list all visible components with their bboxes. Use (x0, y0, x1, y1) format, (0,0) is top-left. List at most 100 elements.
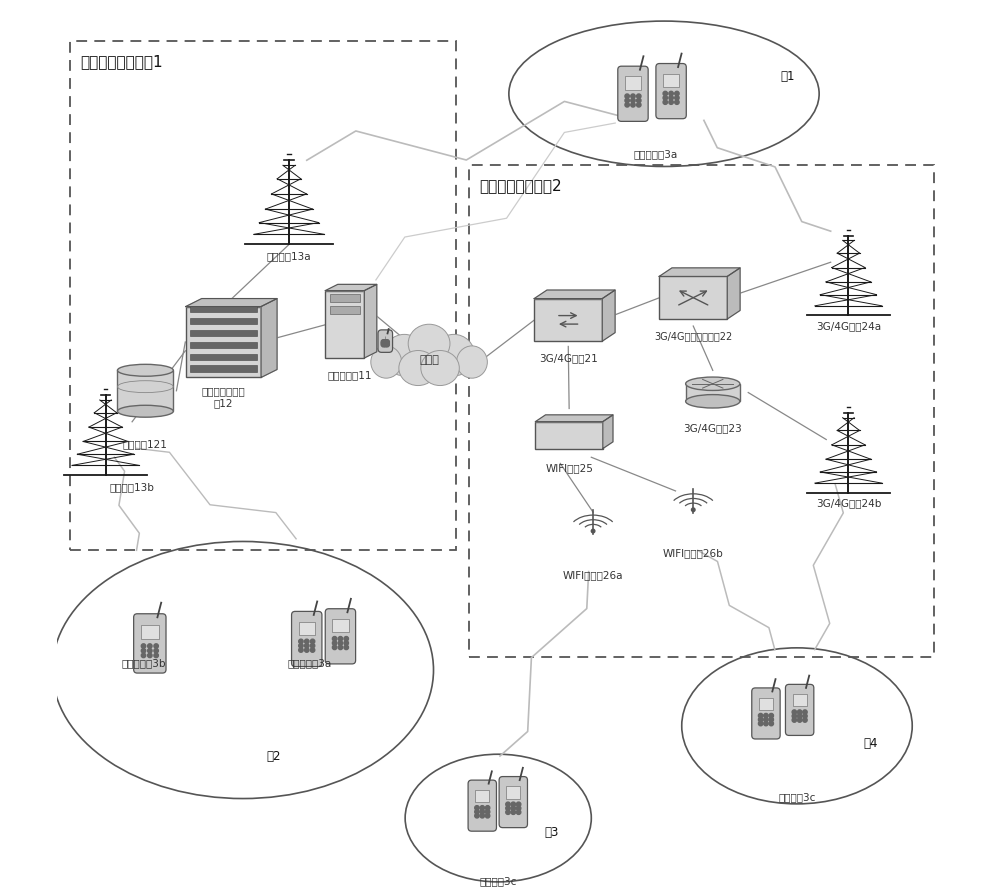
Circle shape (625, 102, 629, 107)
Circle shape (663, 100, 667, 104)
Polygon shape (325, 284, 377, 291)
Circle shape (675, 96, 679, 100)
Text: WIFI网关25: WIFI网关25 (545, 463, 593, 474)
Text: 专网基站13b: 专网基站13b (110, 482, 155, 493)
Circle shape (381, 342, 386, 347)
Ellipse shape (686, 377, 740, 390)
Text: 圈1: 圈1 (781, 69, 795, 83)
Text: 圈3: 圈3 (544, 826, 559, 838)
Circle shape (141, 644, 146, 648)
Circle shape (792, 714, 797, 718)
Text: 专网基站13a: 专网基站13a (267, 252, 311, 261)
Text: 智能终端3c: 智能终端3c (778, 792, 816, 803)
Text: 集群系统交换中
心12: 集群系统交换中 心12 (202, 387, 245, 408)
Circle shape (637, 99, 641, 103)
Text: 集群云基站11: 集群云基站11 (327, 371, 372, 380)
Circle shape (154, 648, 158, 653)
Circle shape (506, 802, 510, 806)
Circle shape (299, 639, 303, 644)
Circle shape (591, 529, 595, 533)
Text: 普通对讲机3b: 普通对讲机3b (121, 659, 166, 669)
FancyBboxPatch shape (499, 777, 527, 828)
Circle shape (148, 653, 152, 658)
Circle shape (480, 810, 484, 814)
Circle shape (663, 96, 667, 100)
Polygon shape (602, 290, 615, 341)
FancyBboxPatch shape (325, 291, 364, 358)
FancyBboxPatch shape (535, 421, 603, 449)
Polygon shape (261, 299, 277, 378)
Circle shape (338, 645, 343, 650)
Ellipse shape (117, 364, 173, 376)
FancyBboxPatch shape (330, 306, 360, 314)
Polygon shape (186, 299, 277, 307)
Circle shape (663, 92, 667, 96)
Circle shape (305, 644, 309, 648)
FancyBboxPatch shape (325, 609, 356, 664)
Circle shape (792, 717, 797, 722)
Text: 智能对讲机3a: 智能对讲机3a (287, 659, 332, 669)
Ellipse shape (457, 346, 487, 378)
FancyBboxPatch shape (299, 621, 315, 635)
FancyBboxPatch shape (468, 781, 496, 831)
Circle shape (511, 802, 516, 806)
Circle shape (485, 805, 490, 810)
Polygon shape (727, 268, 740, 319)
Circle shape (792, 710, 797, 715)
Circle shape (480, 813, 484, 818)
FancyBboxPatch shape (190, 330, 257, 336)
Circle shape (154, 653, 158, 658)
FancyBboxPatch shape (752, 688, 780, 739)
Text: 3G/4G网关21: 3G/4G网关21 (539, 354, 598, 364)
Ellipse shape (433, 334, 475, 376)
Circle shape (154, 644, 158, 648)
Circle shape (332, 645, 337, 650)
FancyBboxPatch shape (332, 619, 349, 632)
FancyBboxPatch shape (475, 789, 489, 802)
Circle shape (625, 94, 629, 99)
FancyBboxPatch shape (759, 698, 773, 710)
Circle shape (485, 813, 490, 818)
FancyBboxPatch shape (190, 342, 257, 348)
Circle shape (148, 644, 152, 648)
Circle shape (516, 806, 521, 811)
Circle shape (332, 641, 337, 645)
Circle shape (506, 810, 510, 814)
Circle shape (758, 717, 763, 722)
FancyBboxPatch shape (190, 365, 257, 372)
Circle shape (385, 340, 389, 344)
FancyBboxPatch shape (625, 76, 641, 90)
Circle shape (669, 96, 673, 100)
Text: 智能终端3c: 智能终端3c (480, 876, 517, 885)
Ellipse shape (408, 324, 450, 363)
Circle shape (516, 802, 521, 806)
Text: 圈4: 圈4 (863, 737, 878, 750)
Polygon shape (364, 284, 377, 358)
FancyBboxPatch shape (190, 307, 257, 312)
Circle shape (797, 717, 802, 722)
Text: 3G/4G基站24b: 3G/4G基站24b (816, 498, 881, 508)
Ellipse shape (399, 350, 437, 386)
Circle shape (305, 648, 309, 653)
Circle shape (631, 99, 635, 103)
Circle shape (344, 641, 348, 645)
Polygon shape (535, 415, 613, 421)
FancyBboxPatch shape (330, 294, 360, 302)
FancyBboxPatch shape (618, 66, 648, 122)
Circle shape (764, 717, 768, 722)
Circle shape (769, 714, 773, 717)
Circle shape (299, 648, 303, 653)
Circle shape (383, 342, 388, 347)
Circle shape (797, 710, 802, 715)
FancyBboxPatch shape (190, 354, 257, 360)
Text: 无线窄带专用网络1: 无线窄带专用网络1 (81, 54, 163, 68)
Text: 3G/4G系统23: 3G/4G系统23 (683, 423, 742, 434)
FancyBboxPatch shape (793, 694, 807, 707)
FancyBboxPatch shape (534, 299, 602, 341)
FancyBboxPatch shape (506, 786, 520, 798)
Text: 3G/4G系统交换中心22: 3G/4G系统交换中心22 (654, 332, 732, 341)
Circle shape (485, 810, 490, 814)
Circle shape (637, 94, 641, 99)
FancyBboxPatch shape (134, 613, 166, 673)
Circle shape (669, 92, 673, 96)
